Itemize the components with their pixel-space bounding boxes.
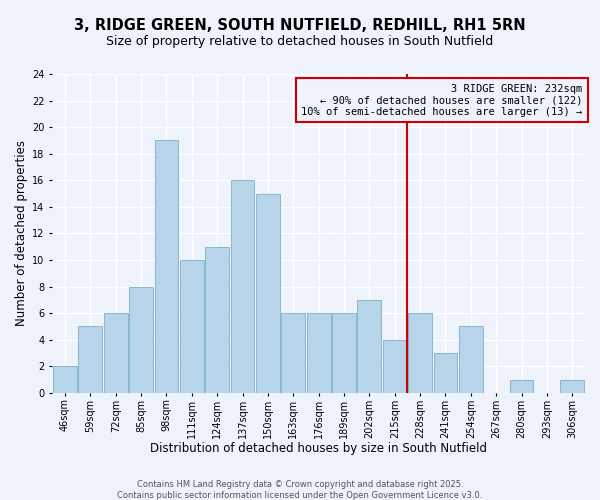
Bar [358,300,381,393]
Bar [307,313,331,393]
Text: Contains public sector information licensed under the Open Government Licence v3: Contains public sector information licen… [118,491,482,500]
Y-axis label: Number of detached properties: Number of detached properties [15,140,28,326]
Text: Size of property relative to detached houses in South Nutfield: Size of property relative to detached ho… [106,35,494,48]
Bar [53,366,77,393]
Bar [205,246,229,393]
Bar [256,194,280,393]
Bar [79,326,102,393]
Bar [383,340,407,393]
X-axis label: Distribution of detached houses by size in South Nutfield: Distribution of detached houses by size … [150,442,487,455]
Bar [509,380,533,393]
Bar [408,313,432,393]
Text: Contains HM Land Registry data © Crown copyright and database right 2025.: Contains HM Land Registry data © Crown c… [137,480,463,489]
Bar [281,313,305,393]
Bar [155,140,178,393]
Bar [230,180,254,393]
Bar [180,260,204,393]
Text: 3 RIDGE GREEN: 232sqm
← 90% of detached houses are smaller (122)
10% of semi-det: 3 RIDGE GREEN: 232sqm ← 90% of detached … [301,84,583,117]
Bar [104,313,128,393]
Bar [560,380,584,393]
Bar [129,286,153,393]
Text: 3, RIDGE GREEN, SOUTH NUTFIELD, REDHILL, RH1 5RN: 3, RIDGE GREEN, SOUTH NUTFIELD, REDHILL,… [74,18,526,32]
Bar [332,313,356,393]
Bar [459,326,483,393]
Bar [434,353,457,393]
